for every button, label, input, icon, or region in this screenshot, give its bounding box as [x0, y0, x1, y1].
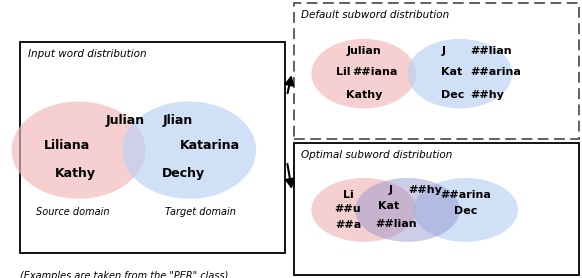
- Text: Target domain: Target domain: [165, 207, 236, 217]
- Text: ##arina: ##arina: [440, 190, 491, 200]
- Text: Kat: Kat: [378, 201, 399, 211]
- Text: ##u: ##u: [335, 204, 361, 214]
- Text: ##hy: ##hy: [408, 185, 442, 195]
- Text: Lil: Lil: [336, 67, 350, 77]
- Text: ##iana: ##iana: [353, 67, 398, 77]
- Text: Julian: Julian: [105, 115, 145, 127]
- Text: J: J: [389, 185, 393, 195]
- Ellipse shape: [355, 178, 460, 242]
- Text: ##hy: ##hy: [470, 90, 504, 100]
- Ellipse shape: [122, 101, 256, 199]
- Text: Julian: Julian: [346, 46, 381, 56]
- Text: Kat: Kat: [441, 67, 463, 77]
- Text: Li: Li: [343, 190, 353, 200]
- Text: Default subword distribution: Default subword distribution: [301, 10, 450, 20]
- FancyBboxPatch shape: [294, 3, 579, 139]
- Ellipse shape: [413, 178, 518, 242]
- Text: Katarina: Katarina: [179, 140, 240, 152]
- Text: Dechy: Dechy: [162, 167, 205, 180]
- Ellipse shape: [311, 178, 416, 242]
- Ellipse shape: [12, 101, 146, 199]
- Text: ##lian: ##lian: [470, 46, 512, 56]
- Text: Kathy: Kathy: [346, 90, 382, 100]
- Text: Kathy: Kathy: [55, 167, 96, 180]
- Text: ##a: ##a: [335, 220, 361, 230]
- Text: J: J: [441, 46, 445, 56]
- Ellipse shape: [407, 39, 512, 108]
- Text: Dec: Dec: [454, 206, 477, 216]
- Ellipse shape: [311, 39, 416, 108]
- Text: (Examples are taken from the "PER" class): (Examples are taken from the "PER" class…: [20, 271, 229, 278]
- Text: Jlian: Jlian: [162, 115, 193, 127]
- Text: ##arina: ##arina: [470, 67, 521, 77]
- Text: Input word distribution: Input word distribution: [28, 49, 147, 59]
- Text: Optimal subword distribution: Optimal subword distribution: [301, 150, 453, 160]
- Text: Source domain: Source domain: [36, 207, 109, 217]
- FancyBboxPatch shape: [20, 42, 285, 253]
- FancyBboxPatch shape: [294, 143, 579, 275]
- Text: Dec: Dec: [441, 90, 464, 100]
- Text: Liliana: Liliana: [44, 140, 90, 152]
- Text: ##lian: ##lian: [375, 219, 417, 229]
